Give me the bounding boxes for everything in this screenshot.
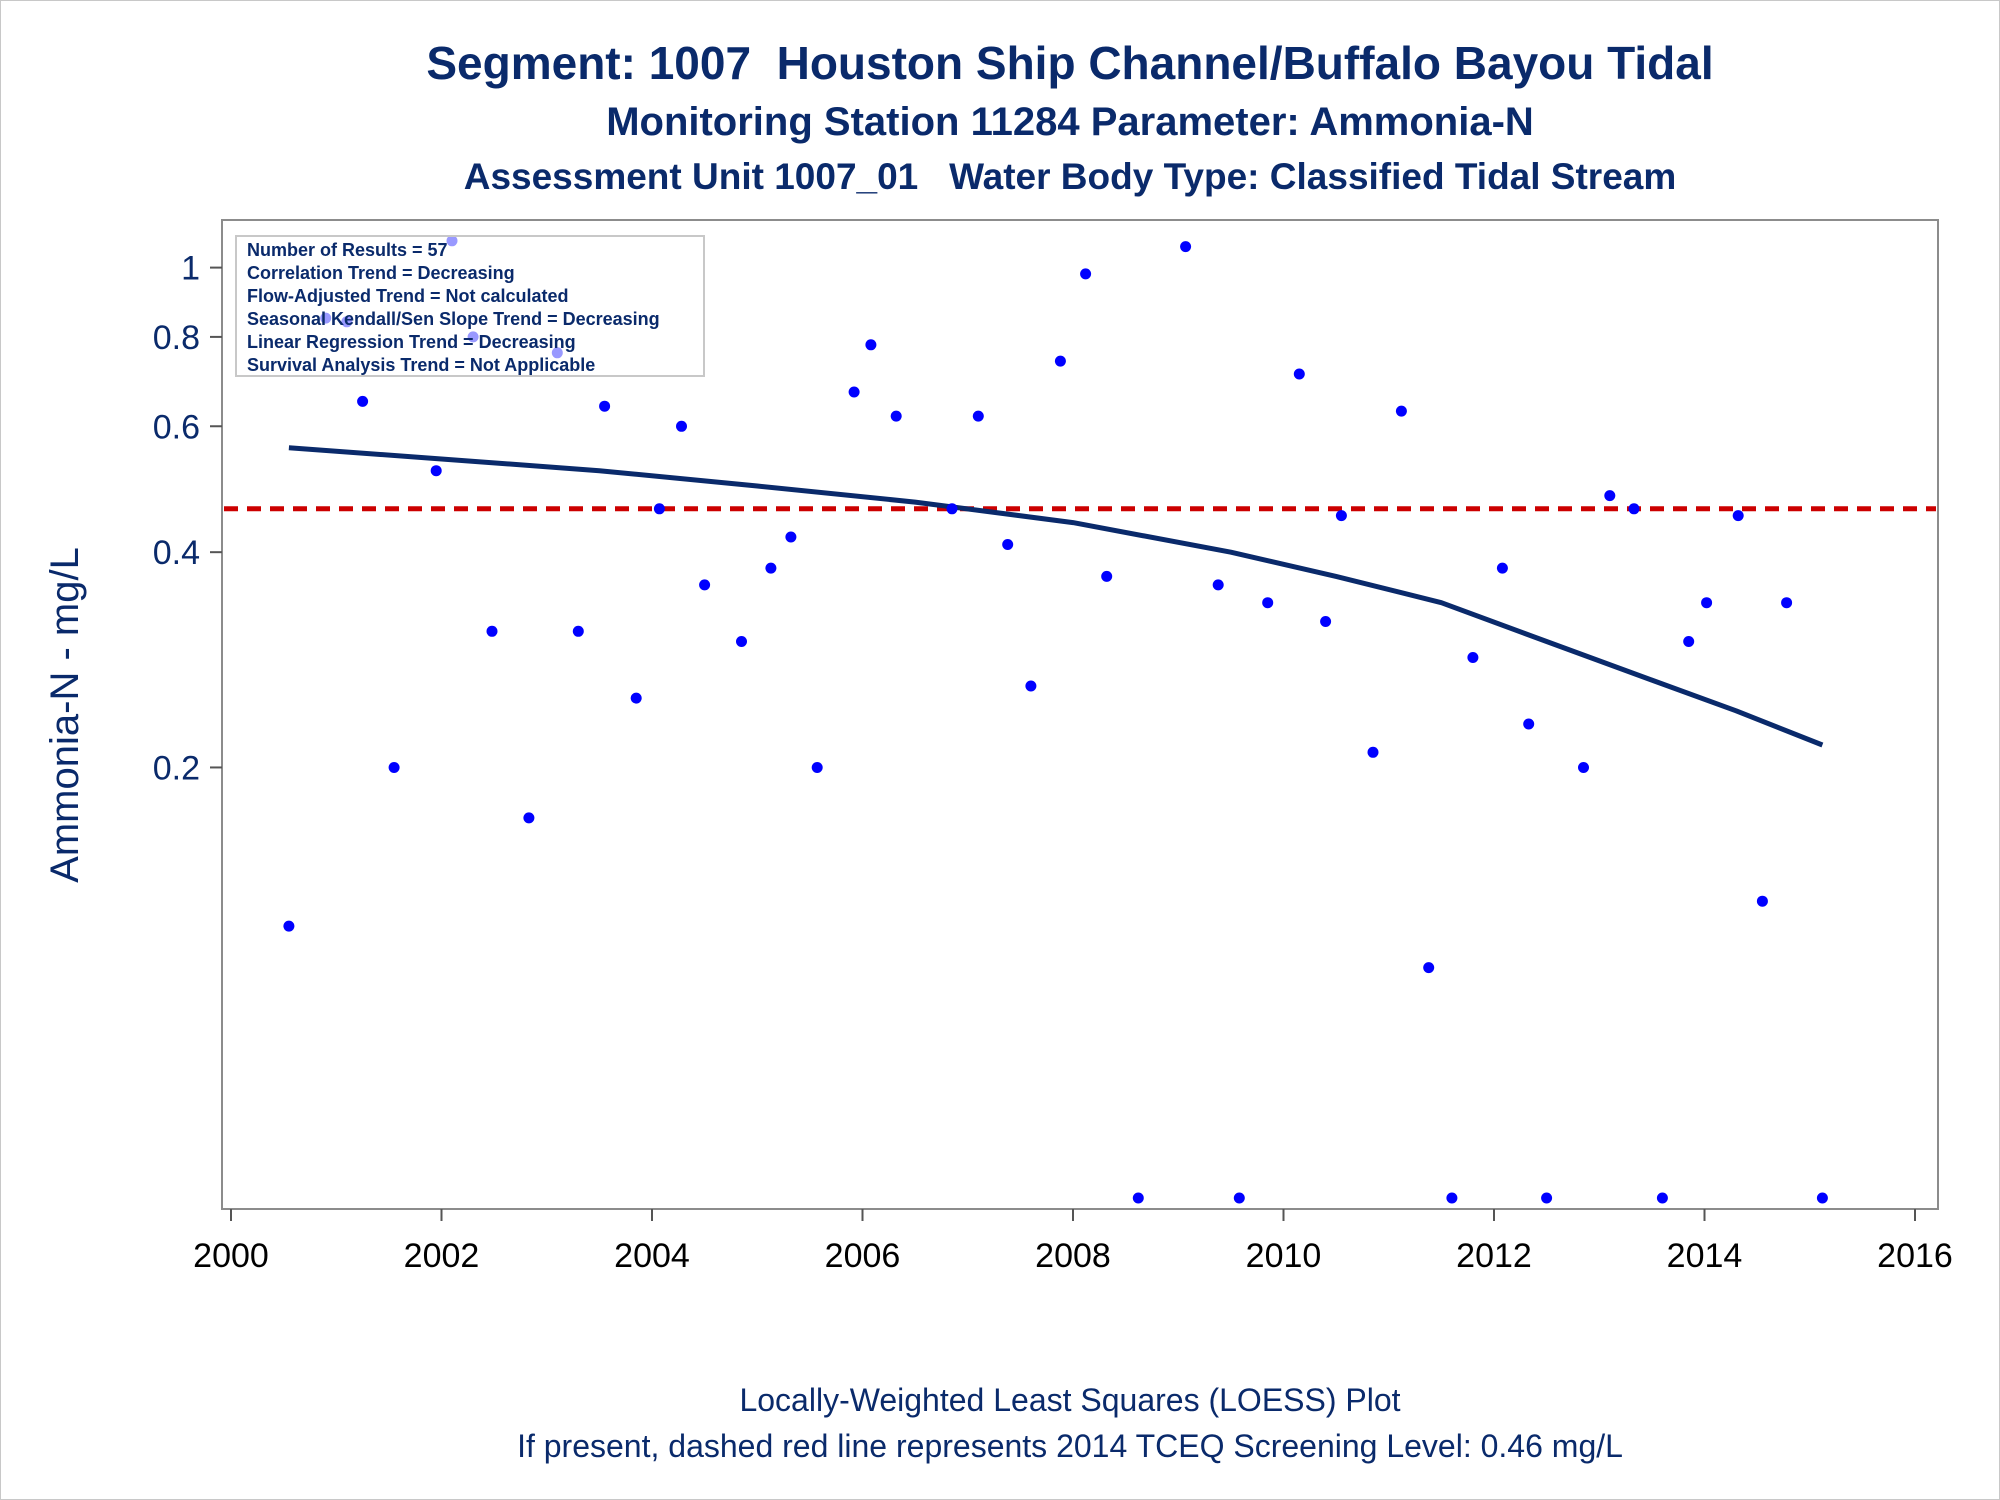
data-point <box>357 395 369 407</box>
y-tick-label: 1 <box>181 250 200 288</box>
data-point <box>283 920 295 932</box>
data-point <box>1132 1192 1144 1204</box>
data-point <box>630 692 642 704</box>
data-point <box>1335 510 1347 522</box>
data-point <box>1367 746 1379 758</box>
chart-subtitle-2: Assessment Unit 1007_01 Water Body Type:… <box>463 156 1677 197</box>
stats-line: Linear Regression Trend = Decreasing <box>247 332 576 352</box>
data-point <box>1212 579 1224 591</box>
y-tick-label: 0.6 <box>153 408 200 446</box>
data-point <box>848 386 860 398</box>
data-point <box>1233 1192 1245 1204</box>
data-point <box>1395 405 1407 417</box>
data-point <box>572 625 584 637</box>
x-tick-label: 2002 <box>404 1237 480 1275</box>
loess-curve <box>288 445 1824 748</box>
data-point <box>388 762 400 773</box>
data-point <box>1080 268 1092 280</box>
data-point <box>1467 652 1479 663</box>
footnote-loess: Locally-Weighted Least Squares (LOESS) P… <box>739 1382 1401 1418</box>
x-tick-label: 2012 <box>1456 1237 1532 1275</box>
y-axis-label-group: Ammonia-N - mg/L <box>43 547 87 883</box>
chart-subtitle: Monitoring Station 11284 Parameter: Ammo… <box>606 100 1534 144</box>
data-point <box>653 503 665 515</box>
data-point <box>1756 895 1768 907</box>
stats-line: Flow-Adjusted Trend = Not calculated <box>247 286 569 306</box>
data-point <box>865 339 877 351</box>
x-tick-label: 2008 <box>1035 1237 1111 1275</box>
data-point <box>1101 570 1113 582</box>
data-point <box>1701 597 1713 609</box>
data-point <box>1578 762 1589 773</box>
data-point <box>1320 616 1332 627</box>
data-point <box>1732 510 1744 522</box>
data-point <box>1656 1192 1668 1204</box>
data-point <box>1025 680 1037 692</box>
data-point <box>1054 355 1066 367</box>
stats-line: Seasonal Kendall/Sen Slope Trend = Decre… <box>247 309 660 329</box>
data-point <box>1683 636 1695 647</box>
y-tick-label: 0.4 <box>153 534 200 572</box>
data-point <box>1002 539 1014 550</box>
data-point <box>1816 1192 1828 1204</box>
data-point <box>890 410 902 422</box>
x-tick-label: 2014 <box>1667 1237 1743 1275</box>
stats-line: Correlation Trend = Decreasing <box>247 263 515 283</box>
data-point <box>1293 368 1305 380</box>
data-point <box>946 503 958 515</box>
data-point <box>523 812 535 824</box>
x-tick-label: 2006 <box>825 1237 901 1275</box>
data-point <box>811 762 823 773</box>
data-point <box>1781 597 1793 609</box>
data-point <box>1262 597 1274 609</box>
data-point <box>676 420 687 432</box>
x-tick-label: 2004 <box>614 1237 690 1275</box>
data-point <box>1496 562 1508 574</box>
chart-title: Segment: 1007 Houston Ship Channel/Buffa… <box>426 37 1714 89</box>
data-point <box>486 625 498 637</box>
y-tick-label: 0.2 <box>153 749 200 787</box>
data-point <box>785 531 797 543</box>
data-point <box>972 410 984 422</box>
x-tick-label: 2016 <box>1877 1237 1953 1275</box>
stats-box <box>235 235 705 377</box>
data-point <box>430 465 442 477</box>
y-axis-label: Ammonia-N - mg/L <box>43 547 87 883</box>
data-point <box>599 400 611 412</box>
x-tick-label: 2010 <box>1246 1237 1322 1275</box>
stats-line: Survival Analysis Trend = Not Applicable <box>247 355 595 375</box>
data-point <box>1446 1192 1458 1204</box>
data-point <box>1541 1192 1553 1204</box>
data-point <box>1423 962 1435 974</box>
x-tick-label: 2000 <box>193 1237 269 1275</box>
data-point <box>765 562 777 574</box>
data-point <box>1523 718 1535 730</box>
data-point <box>699 579 711 591</box>
data-point <box>1180 241 1192 253</box>
data-point <box>1604 490 1616 502</box>
data-point <box>1628 503 1640 515</box>
y-tick-label: 0.8 <box>153 319 200 357</box>
plot-area <box>221 219 1939 1210</box>
data-point <box>736 636 747 647</box>
stats-line: Number of Results = 57 <box>247 240 448 260</box>
footnote-screening: If present, dashed red line represents 2… <box>517 1428 1623 1464</box>
